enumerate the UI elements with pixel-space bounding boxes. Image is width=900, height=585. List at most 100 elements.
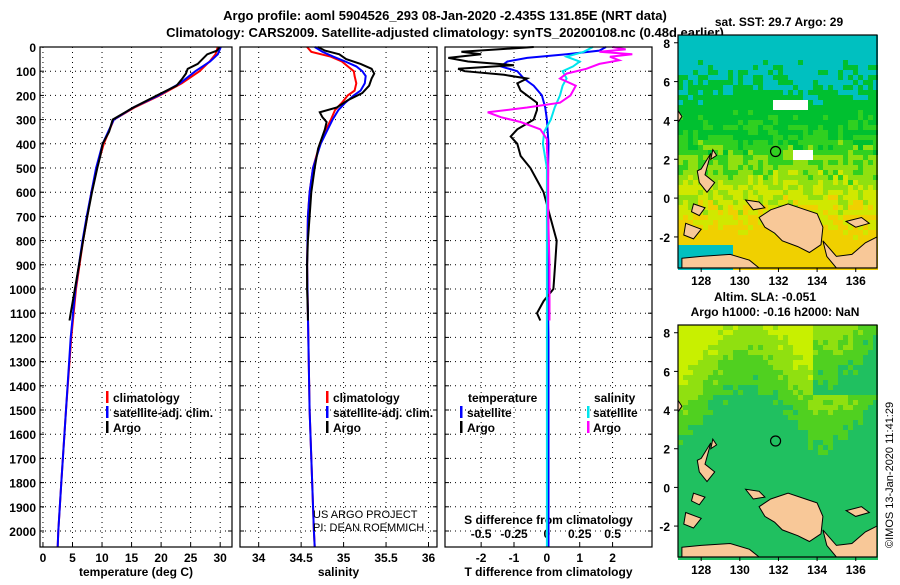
map-cell <box>863 230 868 235</box>
y-tick-label: 0 <box>29 41 36 55</box>
map-cell <box>838 245 843 250</box>
map-cell <box>808 375 813 380</box>
map-cell <box>728 180 733 185</box>
map-cell <box>683 390 688 395</box>
map-cell <box>848 390 853 395</box>
map-cell <box>853 150 858 155</box>
map-cell <box>823 505 828 510</box>
map-cell <box>828 440 833 445</box>
map-cell <box>813 330 818 335</box>
map-cell <box>863 485 868 490</box>
map-cell <box>808 160 813 165</box>
map-cell <box>808 65 813 70</box>
map-cell <box>808 475 813 480</box>
map-cell <box>723 165 728 170</box>
map-cell <box>868 130 873 135</box>
map-cell <box>683 75 688 80</box>
map-cell <box>858 345 863 350</box>
map-cell <box>813 90 818 95</box>
map-cell <box>808 260 813 265</box>
map-cell <box>853 470 858 475</box>
map-cell <box>853 235 858 240</box>
map-cell <box>838 75 843 80</box>
map-cell <box>798 460 803 465</box>
map-cell <box>693 415 698 420</box>
map-cell <box>818 390 823 395</box>
map-cell <box>863 195 868 200</box>
map-cell <box>698 420 703 425</box>
map-cell <box>788 490 793 495</box>
map-cell <box>868 485 873 490</box>
map-cell <box>803 400 808 405</box>
map-cell <box>743 340 748 345</box>
map-cell <box>768 325 773 330</box>
map-cell <box>693 535 698 540</box>
map-cell <box>773 45 778 50</box>
map-cell <box>828 155 833 160</box>
map-cell <box>828 475 833 480</box>
map-cell <box>783 340 788 345</box>
map-cell <box>863 105 868 110</box>
x-tick-label: 15 <box>125 551 139 565</box>
map-cell <box>723 60 728 65</box>
map-cell <box>743 515 748 520</box>
map-cell <box>828 120 833 125</box>
map-cell <box>853 185 858 190</box>
map-cell <box>808 200 813 205</box>
map-cell <box>798 100 803 105</box>
map-cell <box>803 65 808 70</box>
map-cell <box>803 350 808 355</box>
map-cell <box>683 215 688 220</box>
map-cell <box>833 45 838 50</box>
map-cell <box>808 415 813 420</box>
map-cell <box>813 50 818 55</box>
map-cell <box>793 70 798 75</box>
map-cell <box>748 350 753 355</box>
map-cell <box>763 45 768 50</box>
map-cell <box>738 105 743 110</box>
map-cell <box>753 350 758 355</box>
lat-tick-label: 8 <box>663 37 670 51</box>
map-cell <box>823 475 828 480</box>
map-cell <box>703 340 708 345</box>
map-cell <box>698 325 703 330</box>
map-cell <box>683 50 688 55</box>
map-cell <box>728 40 733 45</box>
map-cell <box>693 335 698 340</box>
legend-swatch-climatology <box>106 391 109 403</box>
map-cell <box>748 195 753 200</box>
map-cell <box>768 170 773 175</box>
map-cell <box>698 145 703 150</box>
map-cell <box>748 440 753 445</box>
map-cell <box>833 50 838 55</box>
legend-swatch-climatology <box>326 391 329 403</box>
land-polygon <box>696 442 716 483</box>
map-cell <box>753 500 758 505</box>
map-cell <box>688 170 693 175</box>
map-cell <box>783 245 788 250</box>
map-cell <box>733 215 738 220</box>
x-tick-label: 36 <box>422 551 436 565</box>
map-cell <box>713 490 718 495</box>
x-tick-label: 10 <box>95 551 109 565</box>
map-cell <box>778 35 783 40</box>
map-cell <box>853 455 858 460</box>
map-cell <box>748 115 753 120</box>
map-cell <box>853 200 858 205</box>
map-cell <box>818 415 823 420</box>
map-cell <box>683 45 688 50</box>
map-cell <box>853 50 858 55</box>
map-cell <box>778 145 783 150</box>
map-cell <box>873 500 878 505</box>
map-cell <box>688 115 693 120</box>
map-cell <box>718 180 723 185</box>
map-cell <box>818 90 823 95</box>
map-cell <box>868 35 873 40</box>
map-cell <box>693 90 698 95</box>
map-cell <box>678 240 683 245</box>
map-cell <box>683 250 688 255</box>
map-cell <box>698 405 703 410</box>
map-cell <box>863 170 868 175</box>
map-cell <box>818 475 823 480</box>
map-cell <box>683 490 688 495</box>
